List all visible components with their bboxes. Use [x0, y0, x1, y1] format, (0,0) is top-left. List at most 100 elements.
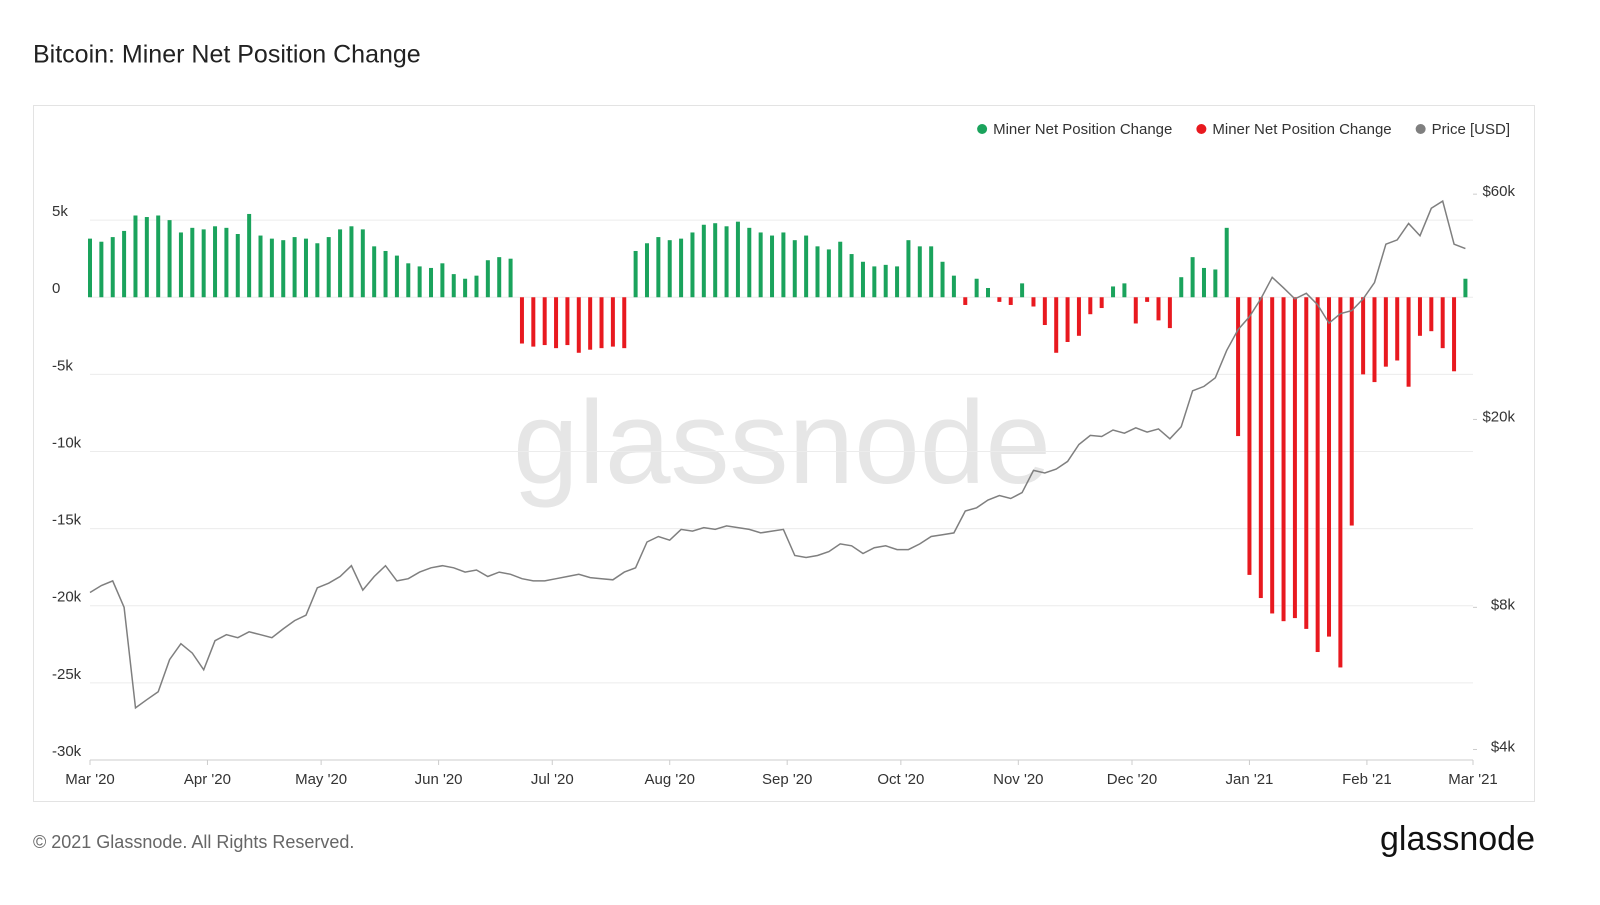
bar [338, 229, 343, 298]
bar [1395, 297, 1400, 361]
bar [849, 254, 854, 298]
x-tick-label: Aug '20 [645, 771, 695, 788]
bar [235, 234, 240, 298]
bar [474, 275, 479, 298]
bar [1440, 297, 1445, 349]
bar [88, 238, 92, 298]
bar [815, 246, 820, 298]
bar [770, 235, 775, 298]
bar [451, 274, 456, 298]
x-tick-label: Apr '20 [184, 771, 231, 788]
bar [1201, 267, 1206, 298]
bar [213, 226, 218, 298]
bar [895, 266, 900, 298]
x-tick-label: Nov '20 [993, 771, 1043, 788]
bar [394, 255, 399, 298]
bar [622, 297, 627, 349]
x-tick-label: Mar '20 [65, 771, 115, 788]
y-tick-label: -25k [52, 666, 82, 683]
bar [588, 297, 593, 350]
bar [429, 267, 434, 298]
bar [781, 232, 786, 298]
x-tick-label: Jul '20 [531, 771, 574, 788]
bar [1156, 297, 1161, 321]
bar [383, 250, 388, 298]
bar [99, 241, 104, 298]
bar [656, 237, 661, 298]
y-tick-label: -10k [52, 434, 82, 451]
y-tick-label: -15k [52, 512, 82, 529]
bar [122, 230, 127, 298]
bar [1190, 257, 1195, 298]
x-tick-label: May '20 [295, 771, 347, 788]
bar [508, 258, 513, 298]
bar [1429, 297, 1434, 332]
bar [1020, 283, 1025, 298]
bar [497, 257, 502, 298]
bar [224, 227, 229, 298]
bar [917, 246, 922, 298]
legend-label: Miner Net Position Change [993, 121, 1172, 138]
bar [292, 237, 297, 298]
bar [599, 297, 604, 349]
bar [838, 241, 843, 298]
bar [554, 297, 559, 349]
bar [303, 238, 308, 298]
y2-tick-label: $20k [1482, 408, 1515, 425]
bar [269, 238, 274, 298]
bar [1076, 297, 1081, 336]
bar [826, 249, 831, 298]
bar [1281, 297, 1286, 622]
bar [440, 263, 445, 298]
bar [463, 278, 468, 298]
legend-swatch [977, 124, 988, 134]
bar [247, 213, 252, 298]
legend-label: Miner Net Position Change [1212, 121, 1391, 138]
chart-frame [33, 105, 1535, 802]
bar [372, 246, 377, 298]
bar [644, 243, 649, 298]
bar [1065, 297, 1070, 342]
bar [1361, 297, 1366, 375]
bar [156, 215, 161, 298]
y-tick-label: -5k [52, 357, 73, 374]
bar [1338, 297, 1343, 668]
bar [804, 235, 809, 298]
bar [1349, 297, 1354, 526]
bar [281, 240, 286, 298]
bar [1417, 297, 1422, 336]
x-tick-label: Sep '20 [762, 771, 812, 788]
bar [667, 240, 672, 298]
bar [1133, 297, 1138, 324]
x-tick-label: Dec '20 [1107, 771, 1157, 788]
bar [1088, 297, 1093, 315]
legend-label: Price [USD] [1432, 121, 1510, 138]
chart-title: Bitcoin: Miner Net Position Change [33, 41, 421, 69]
bar [713, 223, 718, 298]
bar [1224, 227, 1229, 298]
bar [1031, 297, 1036, 307]
bar [1327, 297, 1332, 637]
bar [1145, 297, 1150, 302]
y2-tick-label: $8k [1491, 596, 1516, 613]
bar [565, 297, 570, 346]
y-tick-label: 0 [52, 280, 60, 297]
bar [758, 232, 763, 298]
bar [1179, 277, 1184, 298]
bar [963, 297, 968, 305]
bar [417, 266, 422, 298]
bar [133, 215, 138, 298]
bar [144, 217, 149, 298]
bar [883, 264, 888, 298]
logo: glassnode [1380, 820, 1535, 858]
bar [576, 297, 581, 353]
y-tick-label: 5k [52, 203, 68, 220]
copyright: © 2021 Glassnode. All Rights Reserved. [33, 832, 354, 852]
bar [633, 250, 638, 298]
bar [167, 220, 172, 298]
bar [1247, 297, 1252, 575]
bar [542, 297, 547, 346]
bar [1315, 297, 1320, 653]
bar [110, 237, 115, 298]
